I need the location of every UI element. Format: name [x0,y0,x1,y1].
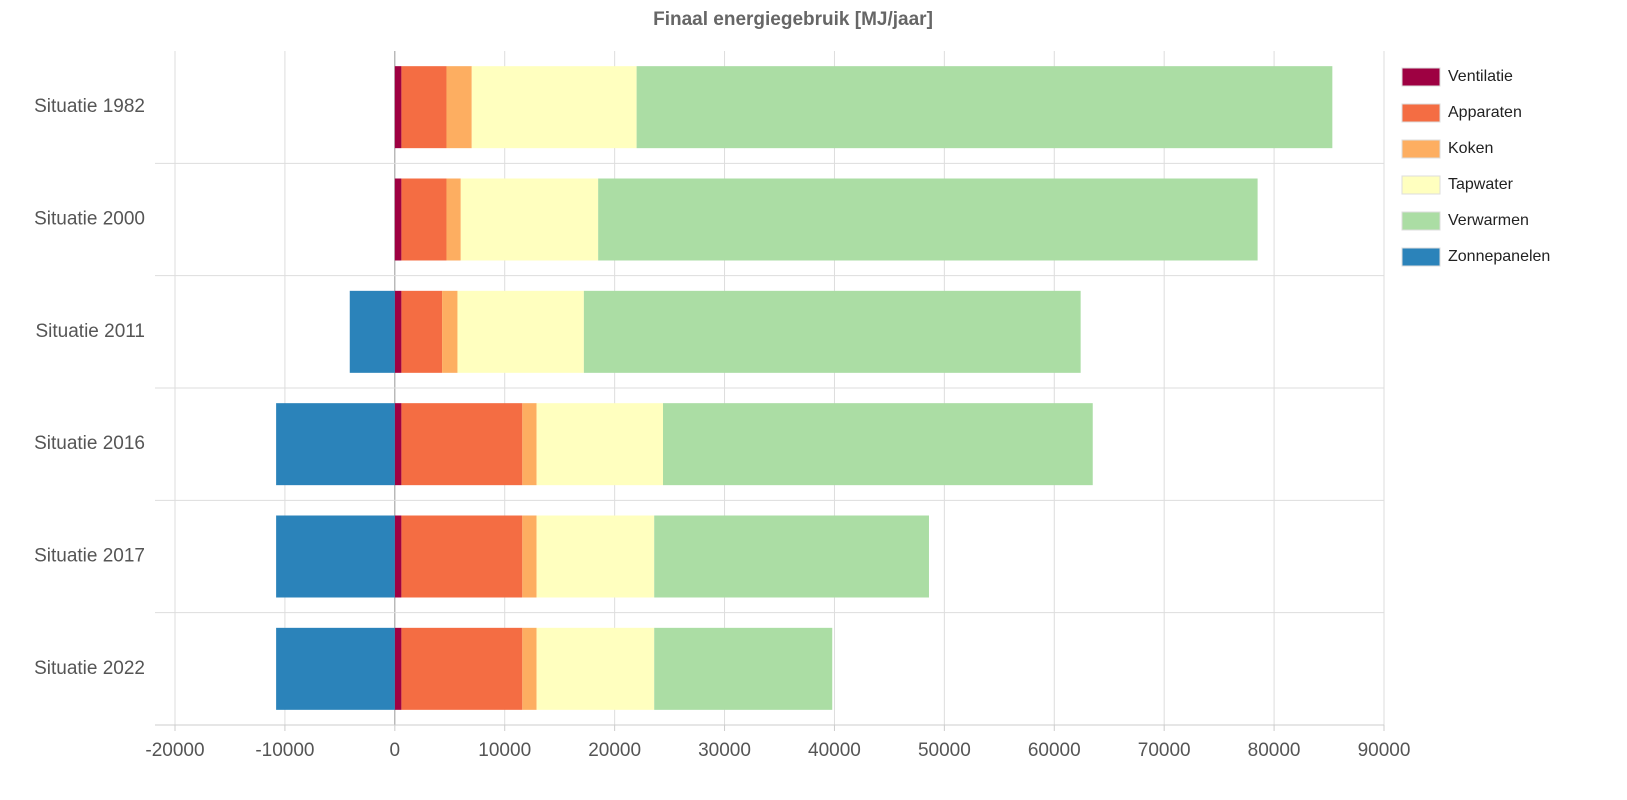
legend-swatch [1401,247,1441,267]
x-tick-label: 40000 [808,740,861,761]
legend-label: Tapwater [1448,176,1514,193]
x-tick-label: 90000 [1358,740,1411,761]
bar-segment [401,515,523,598]
bar-segment [401,403,523,486]
bar-segment [654,515,929,598]
y-tick-label: Situatie 2017 [34,546,145,567]
y-tick-label: Situatie 2016 [34,433,145,454]
legend-label: Zonnepanelen [1448,248,1550,265]
bar-segment [522,515,537,598]
x-tick-label: 30000 [698,740,751,761]
bar-segment [349,290,395,373]
x-tick-label: -20000 [145,740,204,761]
bar-segment [522,403,537,486]
bar-segment [276,515,395,598]
bar-segment [662,403,1093,486]
bar-segment [394,66,402,149]
y-tick-label: Situatie 1982 [34,96,145,117]
bar-segment [536,627,655,710]
x-tick-label: 10000 [478,740,531,761]
chart-title: Finaal energiegebruik [MJ/jaar] [653,9,933,30]
bar-segment [442,290,458,373]
bar-segment [394,290,402,373]
legend-label: Ventilatie [1448,68,1513,85]
bar-segment [636,66,1333,149]
bar-segment [276,403,395,486]
bar-segment [583,290,1081,373]
bar-segment [401,66,447,149]
legend-label: Koken [1448,140,1493,157]
bar-segment [394,627,402,710]
bar-segment [522,627,537,710]
legend-swatch [1401,139,1441,159]
bar-segment [536,403,663,486]
bar-segment [598,178,1258,261]
bar-segment [276,627,395,710]
legend-swatch [1401,67,1441,87]
bar-segment [460,178,599,261]
bar-segment [457,290,584,373]
legend-swatch [1401,211,1441,231]
bar-segment [446,66,472,149]
bar-segment [394,403,402,486]
legend-swatch [1401,103,1441,123]
legend-label: Apparaten [1448,104,1522,121]
y-tick-label: Situatie 2022 [34,658,145,679]
bar-segment [471,66,637,149]
y-tick-label: Situatie 2000 [34,209,145,230]
bar-segment [401,178,447,261]
bar-segment [654,627,833,710]
x-tick-label: 70000 [1138,740,1191,761]
bar-segment [401,290,443,373]
bar-segment [394,178,402,261]
bar-segment [401,627,523,710]
x-tick-label: 80000 [1248,740,1301,761]
x-tick-label: 20000 [588,740,641,761]
x-tick-label: -10000 [255,740,314,761]
y-tick-label: Situatie 2011 [35,321,145,342]
legend-label: Verwarmen [1448,212,1529,229]
x-tick-label: 0 [390,740,401,761]
legend-swatch [1401,175,1441,195]
bar-segment [446,178,461,261]
bar-segment [536,515,655,598]
x-tick-label: 50000 [918,740,971,761]
x-tick-label: 60000 [1028,740,1081,761]
bar-segment [394,515,402,598]
